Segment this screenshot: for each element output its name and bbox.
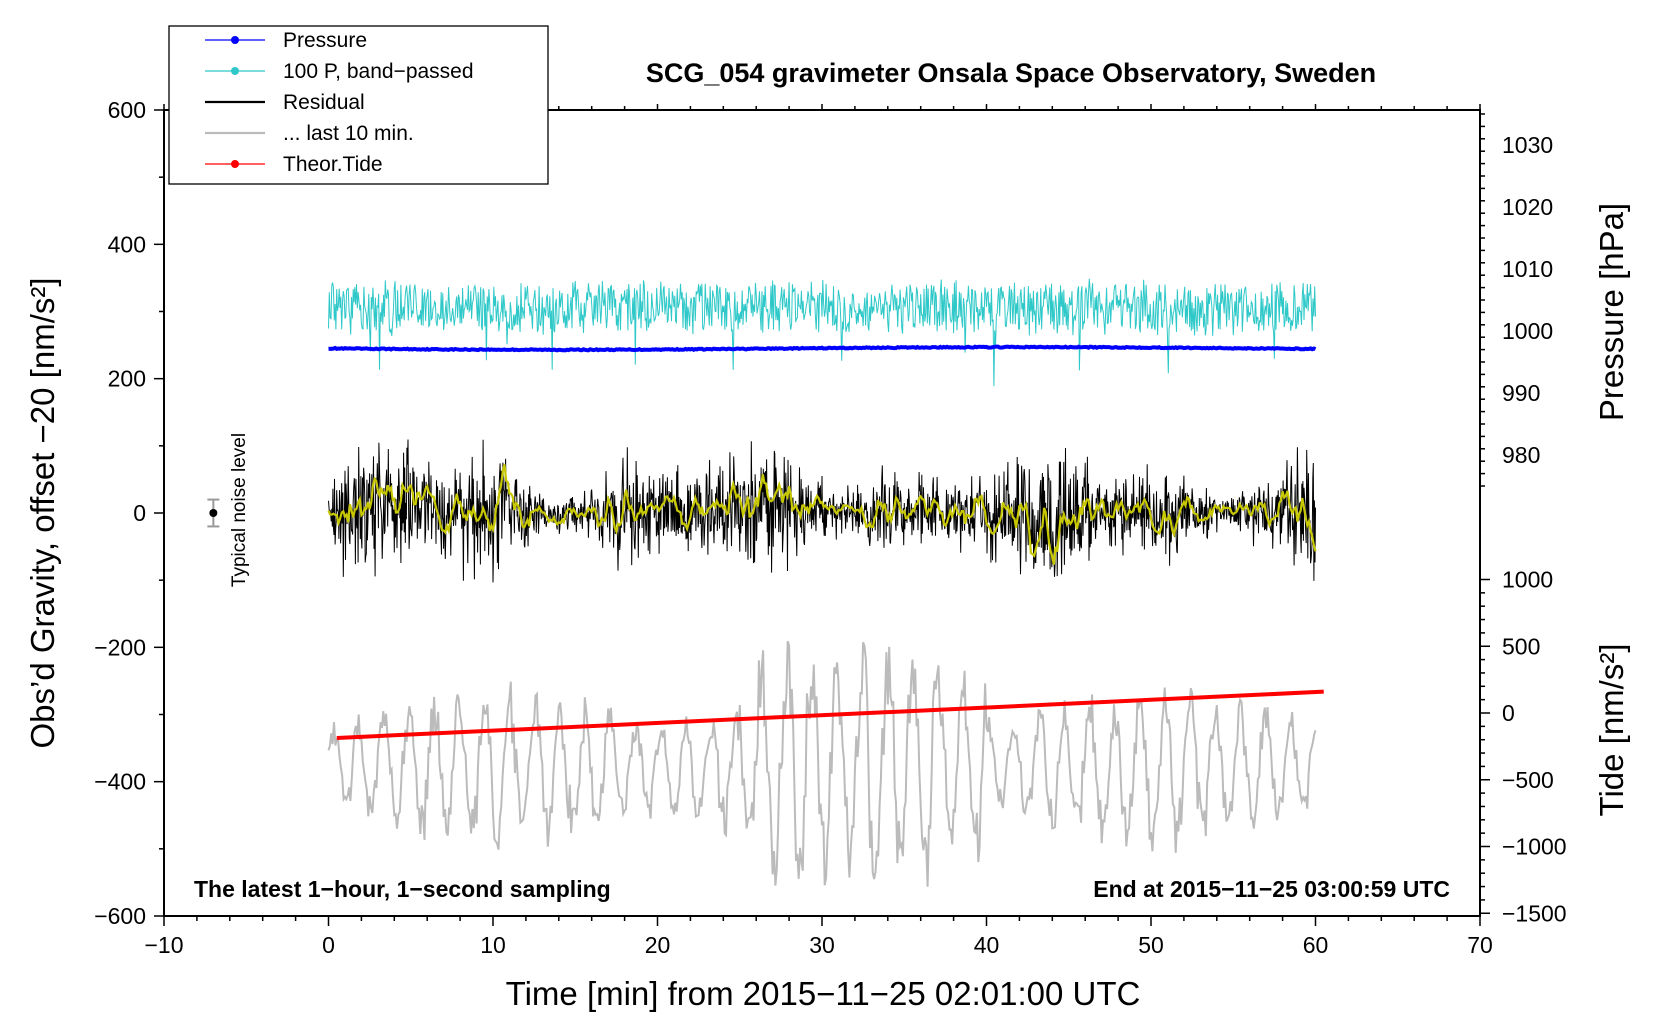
y-axis-left: 600 400 200 0 −200 −400 −600: [94, 97, 164, 929]
legend-marker: [231, 67, 239, 75]
tide-tick-label: −1000: [1502, 834, 1567, 860]
series-residual-smoothed: [327, 464, 1317, 565]
series-last-10-min: [327, 640, 1317, 887]
series-layer: [327, 278, 1324, 887]
y-tick-label: −600: [94, 903, 146, 929]
x-axis: −10 0 10 20 30 40 50 60 70: [144, 104, 1493, 958]
tide-tick-label: 1000: [1502, 567, 1553, 593]
noise-level-marker: [207, 498, 220, 528]
tide-tick-label: −500: [1502, 767, 1554, 793]
tide-tick-label: −1500: [1502, 900, 1567, 926]
x-tick-label: 10: [480, 932, 506, 958]
legend-box: [168, 25, 549, 185]
legend: Pressure 100 P, band−passed Residual ... la…: [168, 25, 549, 185]
legend-label: 100 P, band−passed: [283, 60, 474, 83]
legend-label: Residual: [283, 91, 365, 114]
series-band-passed-pressure: [328, 278, 1316, 387]
y-axis-label-pressure: Pressure [hPa]: [1593, 203, 1630, 421]
legend-label: ... last 10 min.: [283, 122, 414, 145]
pressure-tick-label: 980: [1502, 442, 1540, 468]
x-tick-label: 40: [974, 932, 1000, 958]
x-tick-label: 60: [1303, 932, 1329, 958]
series-theoretical-tide: [336, 689, 1324, 741]
sampling-note: The latest 1−hour, 1−second sampling: [194, 876, 611, 902]
y-axis-pressure: 1030 1020 1010 1000 990 980: [1480, 113, 1553, 487]
pressure-tick-label: 1000: [1502, 318, 1553, 344]
pressure-tick-label: 1010: [1502, 256, 1553, 282]
tide-tick-label: 500: [1502, 633, 1540, 659]
legend-label: Theor.Tide: [283, 153, 383, 176]
y-tick-label: 600: [108, 97, 146, 123]
y-axis-tide: 1000 500 0 −500 −1000 −1500: [1480, 567, 1567, 926]
x-axis-label: Time [min] from 2015−11−25 02:01:00 UTC: [506, 975, 1141, 1012]
y-tick-label: 0: [133, 500, 146, 526]
chart-title: SCG_054 gravimeter Onsala Space Observat…: [646, 58, 1376, 88]
pressure-tick-label: 990: [1502, 380, 1540, 406]
end-time-note: End at 2015−11−25 03:00:59 UTC: [1093, 876, 1450, 902]
x-tick-label: 70: [1467, 932, 1493, 958]
legend-label: Pressure: [283, 29, 367, 52]
series-pressure: [328, 344, 1317, 353]
y-tick-label: −400: [94, 769, 146, 795]
pressure-tick-label: 1030: [1502, 132, 1553, 158]
y-axis-label-left: Obs’d Gravity, offset −20 [nm/s²]: [24, 277, 61, 748]
x-tick-label: 20: [645, 932, 671, 958]
y-tick-label: −200: [94, 634, 146, 660]
y-axis-label-tide: Tide [nm/s²]: [1593, 644, 1630, 817]
x-tick-label: 30: [809, 932, 835, 958]
y-tick-label: 400: [108, 231, 146, 257]
noise-level-label: Typical noise level: [229, 433, 250, 587]
x-tick-label: 50: [1138, 932, 1164, 958]
tide-tick-label: 0: [1502, 700, 1515, 726]
pressure-tick-label: 1020: [1502, 194, 1553, 220]
x-tick-label: −10: [144, 932, 183, 958]
legend-marker: [231, 160, 239, 168]
legend-marker: [231, 36, 239, 44]
y-tick-label: 200: [108, 366, 146, 392]
x-tick-label: 0: [322, 932, 335, 958]
series-residual: [328, 439, 1316, 583]
